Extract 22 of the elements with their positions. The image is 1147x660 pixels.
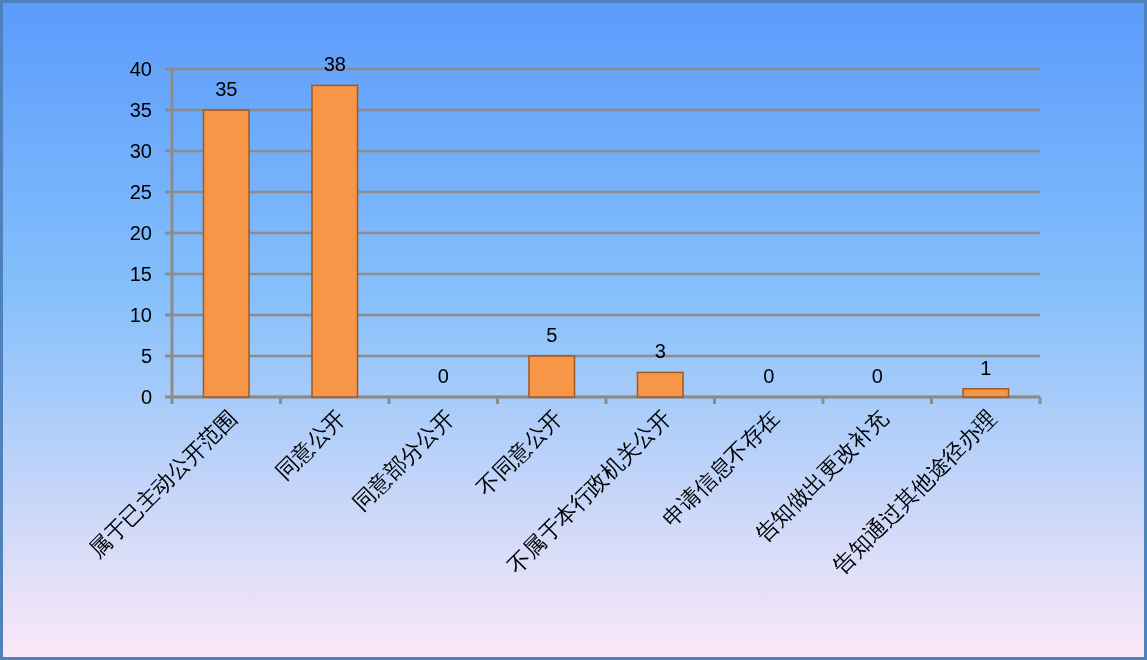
- x-tick-label: 不同意公开: [471, 404, 568, 501]
- y-tick-label: 40: [129, 58, 152, 80]
- bar: [528, 355, 576, 398]
- bar: [202, 109, 250, 398]
- data-label: 1: [980, 356, 992, 379]
- y-tick-label: 30: [129, 140, 152, 162]
- data-label: 35: [215, 78, 238, 100]
- y-tick-label: 25: [129, 181, 152, 203]
- y-tick-label: 20: [129, 222, 152, 244]
- bar: [636, 371, 684, 398]
- bar: [311, 84, 359, 398]
- data-label: 38: [323, 53, 346, 76]
- y-tick-label: 10: [129, 304, 152, 326]
- y-tick-label: 5: [140, 345, 152, 367]
- y-tick-label: 35: [129, 99, 152, 121]
- data-label: 0: [437, 365, 449, 387]
- data-label: 3: [654, 340, 666, 363]
- bar: [962, 388, 1010, 398]
- data-label: 0: [871, 365, 883, 387]
- data-label: 5: [546, 324, 558, 346]
- data-label: 0: [763, 365, 775, 387]
- y-tick-label: 15: [129, 263, 152, 285]
